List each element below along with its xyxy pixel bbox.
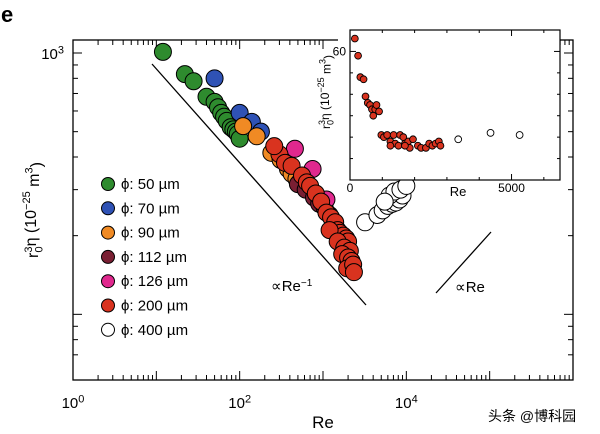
legend-marker	[101, 201, 115, 216]
legend-marker	[101, 177, 115, 191]
inset-data-point	[361, 92, 370, 101]
legend-marker	[101, 298, 115, 313]
inset-data-point	[401, 141, 409, 150]
data-point	[247, 127, 266, 146]
legend-label: ϕ: 126 µm	[121, 273, 188, 290]
slope-annotation: ∝Re	[455, 279, 485, 296]
inset-data-point	[350, 34, 359, 43]
inset-data-point	[369, 111, 378, 120]
inset-y-tick-label: 60	[333, 44, 347, 58]
legend-marker	[101, 225, 115, 240]
inset-data-point	[394, 141, 403, 150]
x-tick-label: 100	[62, 394, 85, 413]
watermark: 头条 @博科园	[488, 408, 576, 424]
inset-data-points	[350, 34, 524, 152]
legend-marker	[101, 249, 115, 264]
inset-data-point	[436, 141, 445, 150]
inset-x-tick-label: 5000	[498, 181, 525, 195]
main-data-points	[153, 42, 416, 282]
legend-marker	[101, 274, 115, 289]
data-point	[184, 72, 203, 91]
data-point	[205, 69, 224, 88]
legend-label: ϕ: 112 µm	[121, 249, 187, 266]
inset-chart: 0 5000 60 Re r30η (10−25 m3)	[316, 29, 561, 199]
legend-label: ϕ: 200 µm	[121, 298, 188, 315]
main-x-axis-label: Re	[312, 413, 334, 432]
legend: ϕ: 50 µm ϕ: 70 µm ϕ: 90 µm ϕ: 112 µm ϕ: 126 …	[101, 176, 188, 339]
legend-label: ϕ: 50 µm	[121, 176, 180, 193]
data-point	[375, 192, 394, 211]
inset-plot-frame	[349, 29, 561, 181]
legend-marker	[101, 322, 115, 337]
legend-label: ϕ: 70 µm	[121, 200, 180, 217]
slope-guide-lines: ∝Re−1 ∝Re	[151, 63, 492, 306]
inset-data-point	[486, 129, 495, 137]
inset-data-point	[409, 135, 417, 144]
inset-x-axis-label: Re	[450, 184, 467, 199]
inset-data-point	[454, 135, 463, 144]
main-y-axis-label: r30η (10−25 m3)	[21, 162, 46, 258]
data-point	[265, 137, 284, 156]
main-tick-labels: 100 102 104 103	[41, 45, 418, 413]
inset-data-point	[386, 141, 395, 150]
inset-data-point	[354, 51, 362, 60]
inset-data-point	[515, 131, 524, 139]
inset-y-axis-label: r30η (10−25 m3)	[316, 55, 336, 129]
slope-plus-one-line	[435, 231, 492, 294]
inset-axis-ticks	[349, 29, 560, 180]
inset-data-point	[389, 131, 398, 139]
data-point	[153, 42, 172, 61]
legend-label: ϕ: 400 µm	[121, 322, 188, 339]
slope-annotation: ∝Re−1	[271, 278, 313, 295]
inset-data-point	[372, 101, 381, 109]
inset-data-point	[383, 131, 392, 139]
inset-data-point	[375, 107, 383, 116]
x-tick-label: 104	[395, 394, 418, 413]
x-tick-label: 102	[228, 394, 251, 413]
inset-tick-labels: 0 5000 60	[333, 44, 526, 195]
y-tick-label: 103	[41, 45, 64, 64]
data-point	[234, 117, 253, 136]
data-point	[344, 263, 363, 282]
inset-data-point	[359, 75, 368, 84]
legend-label: ϕ: 90 µm	[121, 225, 180, 242]
panel-label: e	[1, 2, 13, 27]
slope-minus-one-line	[151, 63, 367, 306]
inset-x-tick-label: 0	[347, 181, 354, 195]
